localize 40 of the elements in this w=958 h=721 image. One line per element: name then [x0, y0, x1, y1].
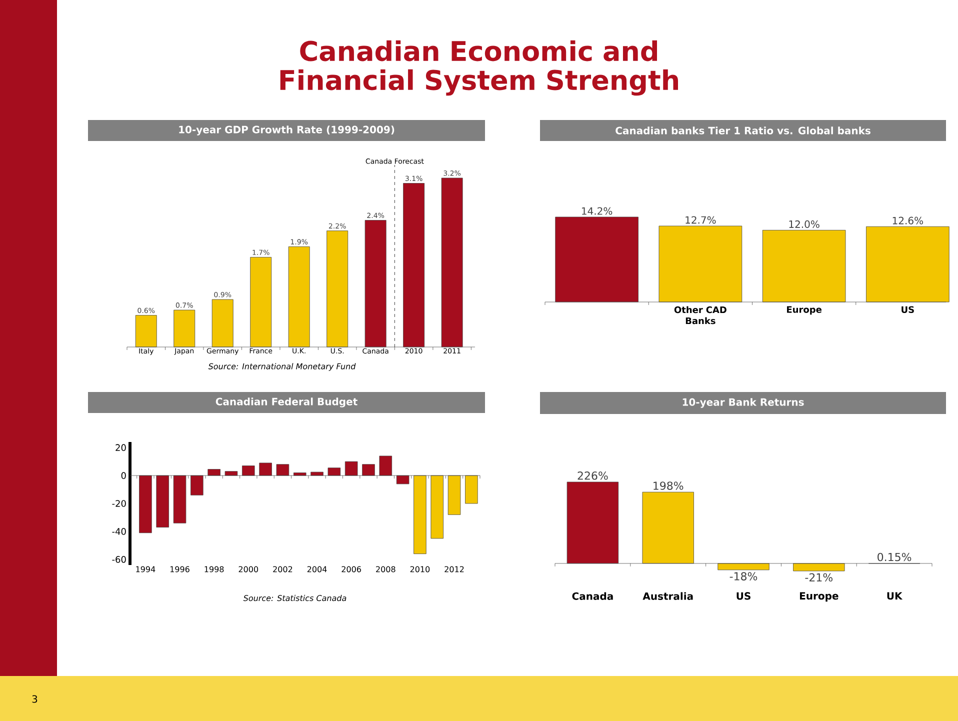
data-label: 12.7%: [686, 216, 716, 224]
y-tick-label: 0: [121, 472, 126, 479]
chart-title: Canadian banks Tier 1 Ratio vs. Global banks: [616, 126, 870, 134]
x-tick-label: 2000: [238, 566, 258, 572]
data-label: -18%: [730, 572, 758, 580]
x-tick-label: UK: [887, 592, 903, 600]
data-label: 12.6%: [892, 216, 924, 224]
x-tick-label: 1998: [204, 566, 224, 572]
x-tick-label: 2012: [444, 566, 464, 572]
y-tick-label: -40: [112, 528, 126, 535]
source-note: Source: International Monetary Fund: [208, 363, 356, 371]
source-note: Source: Statistics Canada: [243, 594, 346, 602]
y-tick-label: 20: [116, 444, 126, 451]
data-label: 12.0%: [789, 220, 820, 228]
data-label: 226%: [578, 471, 608, 480]
data-label: 0.15%: [878, 552, 912, 562]
x-tick-label: Other CAD Banks: [674, 306, 726, 324]
x-tick-label: 2002: [273, 566, 292, 572]
y-tick-label: -20: [112, 500, 126, 507]
x-tick-label: US: [902, 306, 914, 314]
x-tick-label: Europe: [787, 306, 822, 315]
x-tick-label: 2004: [307, 566, 327, 572]
data-label: 14.2%: [582, 207, 612, 215]
x-tick-label: Europe: [800, 592, 838, 602]
chart-title: Canadian Federal Budget: [216, 398, 358, 408]
x-tick-label: 2010: [410, 566, 430, 572]
x-tick-label: Australia: [642, 592, 693, 600]
data-label: -21%: [805, 573, 832, 582]
chart-title: 10-year GDP Growth Rate (1999-2009): [179, 126, 394, 136]
chart-title: 10-year Bank Returns: [682, 398, 804, 408]
text: 3: [32, 695, 38, 703]
data-label: 198%: [654, 482, 684, 490]
x-tick-label: 2008: [376, 566, 396, 572]
x-tick-label: Canada: [572, 592, 613, 600]
x-tick-label: US: [736, 592, 750, 600]
y-tick-label: -60: [112, 556, 126, 563]
text: Canadian Economic and Financial System Strength: [280, 40, 678, 96]
x-tick-label: 2006: [342, 566, 361, 572]
x-tick-label: 1996: [170, 566, 190, 572]
x-tick-label: 1994: [136, 566, 156, 572]
